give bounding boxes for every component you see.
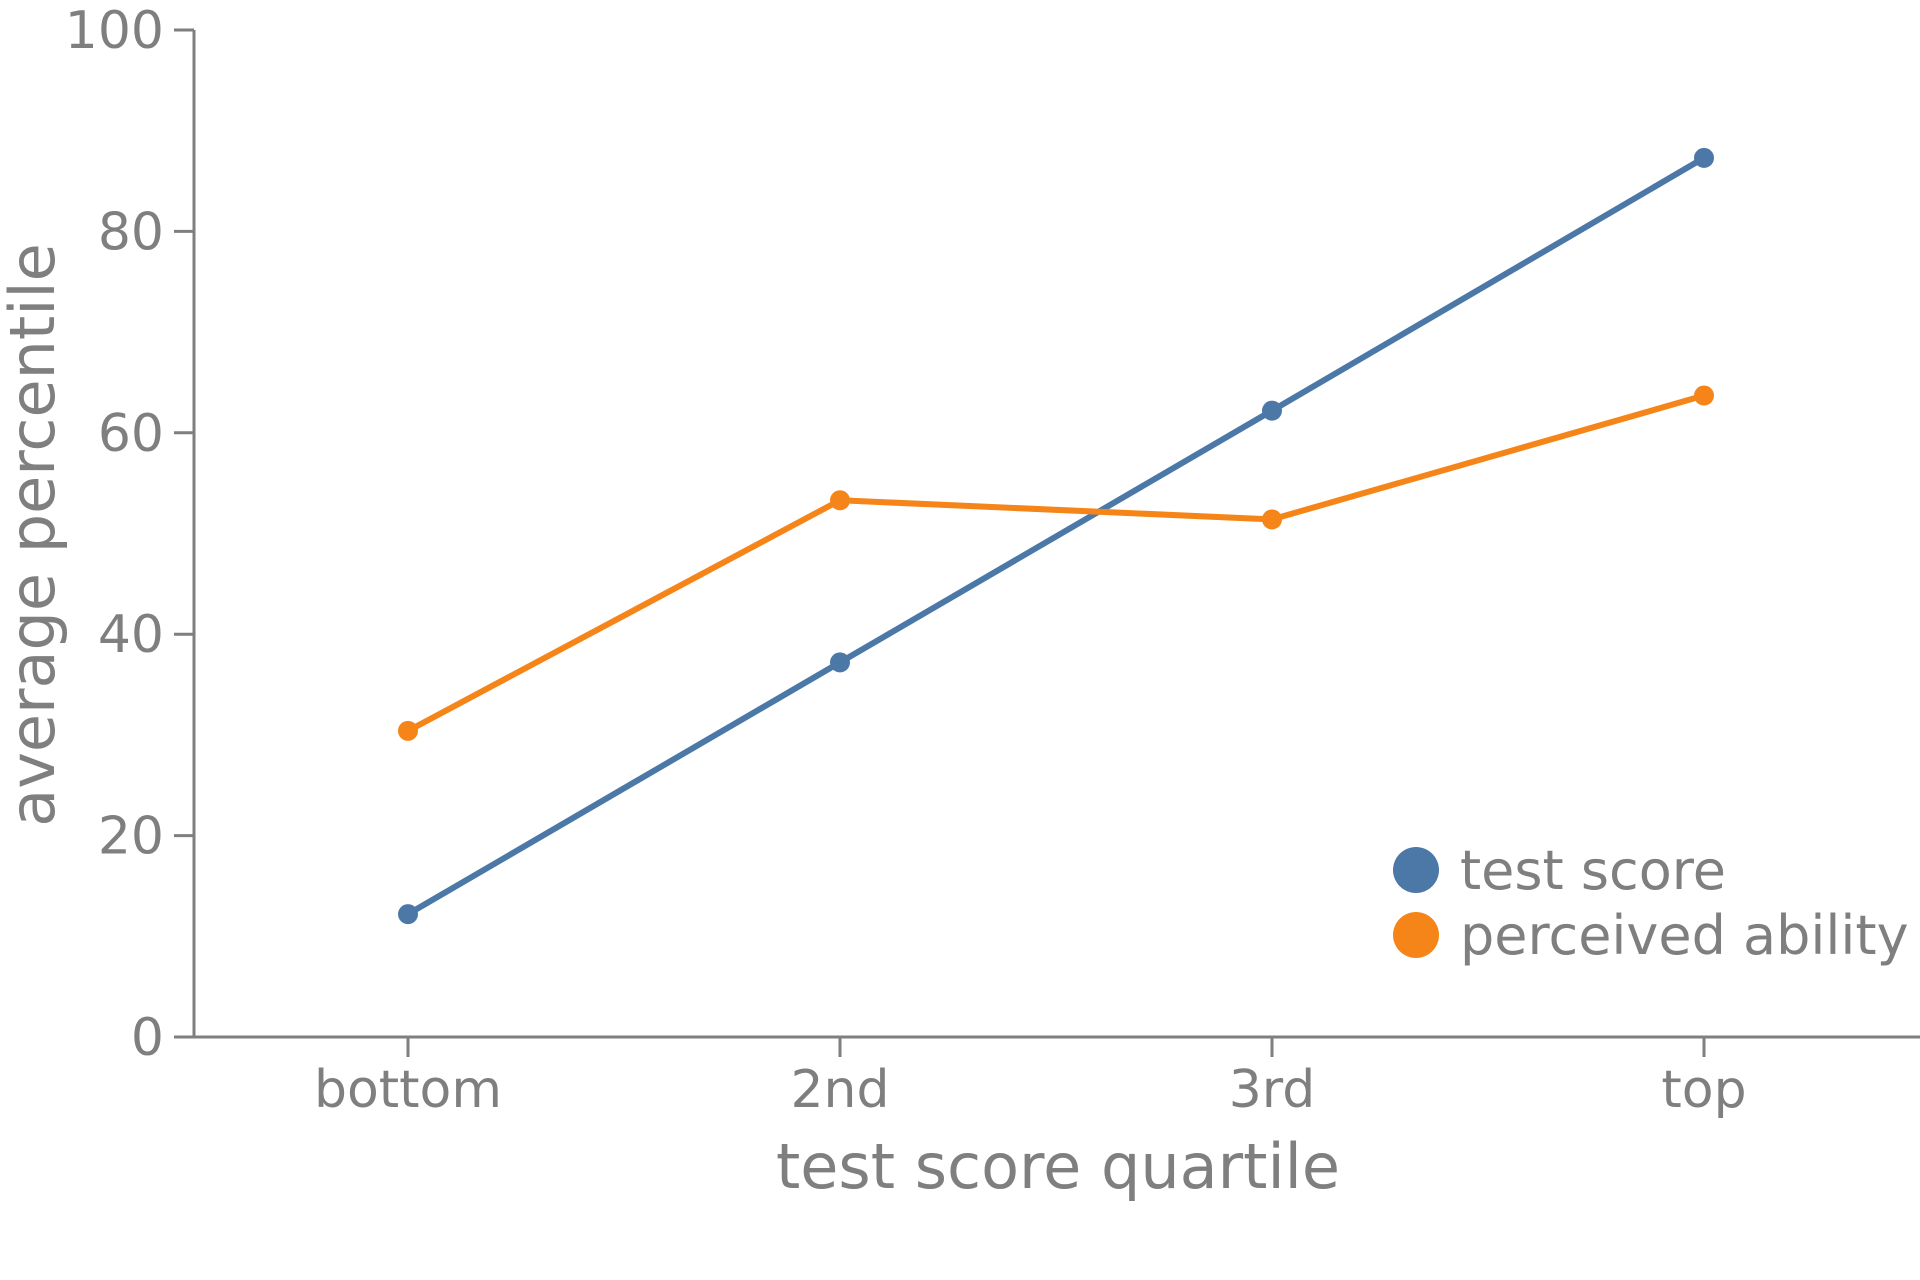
y-ticks: 0 20 40 60 80 100 [65,1,194,1068]
y-axis-title: average percentile [0,243,69,827]
y-tick-label: 60 [98,404,164,464]
data-point [398,720,418,741]
legend-item: test score [1393,839,1726,902]
y-tick-label: 100 [65,1,164,61]
legend-label: perceived ability [1460,904,1909,967]
series-line [405,154,1707,918]
data-point [1694,147,1714,168]
data-point [1694,385,1714,406]
legend-item: perceived ability [1393,904,1909,967]
data-point [830,490,850,511]
series-line [405,392,1707,734]
y-tick-label: 0 [131,1008,164,1068]
data-point [830,652,850,673]
x-tick-label: 3rd [1229,1060,1316,1120]
x-tick-label: top [1661,1060,1746,1120]
y-tick-label: 80 [98,202,164,262]
data-point [1262,400,1282,421]
series-test-score [398,147,1714,925]
y-tick-label: 20 [98,807,164,867]
axes [192,30,1920,1039]
x-axis-title: test score quartile [776,1130,1340,1203]
legend-marker [1393,847,1439,893]
y-tick-label: 40 [98,605,164,665]
data-point [1262,509,1282,530]
legend-label: test score [1460,839,1726,902]
x-tick-label: 2nd [790,1060,889,1120]
series-layer [398,147,1714,925]
x-tick-label: bottom [314,1060,502,1120]
legend-marker [1393,912,1439,958]
series-perceived-ability [398,385,1714,741]
data-point [398,904,418,925]
x-ticks: bottom 2nd 3rd top [314,1037,1747,1120]
